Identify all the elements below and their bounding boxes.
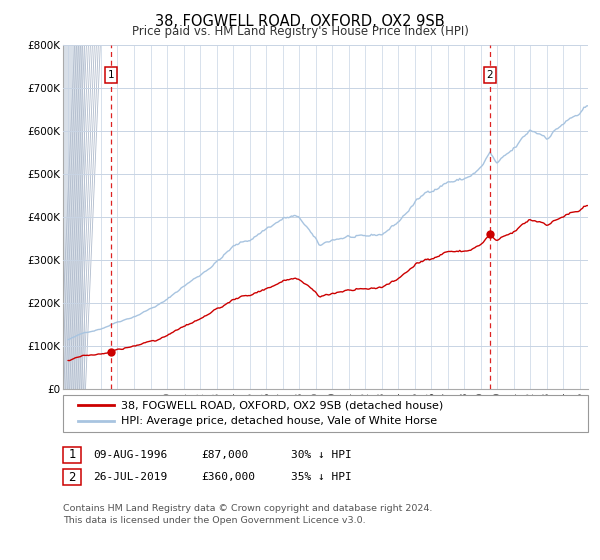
Text: Contains HM Land Registry data © Crown copyright and database right 2024.: Contains HM Land Registry data © Crown c… xyxy=(63,504,433,513)
Text: 38, FOGWELL ROAD, OXFORD, OX2 9SB (detached house): 38, FOGWELL ROAD, OXFORD, OX2 9SB (detac… xyxy=(121,400,443,410)
Text: 30% ↓ HPI: 30% ↓ HPI xyxy=(291,450,352,460)
Text: HPI: Average price, detached house, Vale of White Horse: HPI: Average price, detached house, Vale… xyxy=(121,416,437,426)
Text: 26-JUL-2019: 26-JUL-2019 xyxy=(93,472,167,482)
Text: 38, FOGWELL ROAD, OXFORD, OX2 9SB: 38, FOGWELL ROAD, OXFORD, OX2 9SB xyxy=(155,14,445,29)
Text: 1: 1 xyxy=(107,70,114,80)
Text: 1: 1 xyxy=(68,448,76,461)
Text: 2: 2 xyxy=(487,70,493,80)
Bar xyxy=(63,45,82,389)
Text: Price paid vs. HM Land Registry's House Price Index (HPI): Price paid vs. HM Land Registry's House … xyxy=(131,25,469,38)
Text: £87,000: £87,000 xyxy=(201,450,248,460)
Text: 35% ↓ HPI: 35% ↓ HPI xyxy=(291,472,352,482)
Text: £360,000: £360,000 xyxy=(201,472,255,482)
Text: 2: 2 xyxy=(68,470,76,484)
Text: 09-AUG-1996: 09-AUG-1996 xyxy=(93,450,167,460)
Text: This data is licensed under the Open Government Licence v3.0.: This data is licensed under the Open Gov… xyxy=(63,516,365,525)
Bar xyxy=(82,45,588,389)
